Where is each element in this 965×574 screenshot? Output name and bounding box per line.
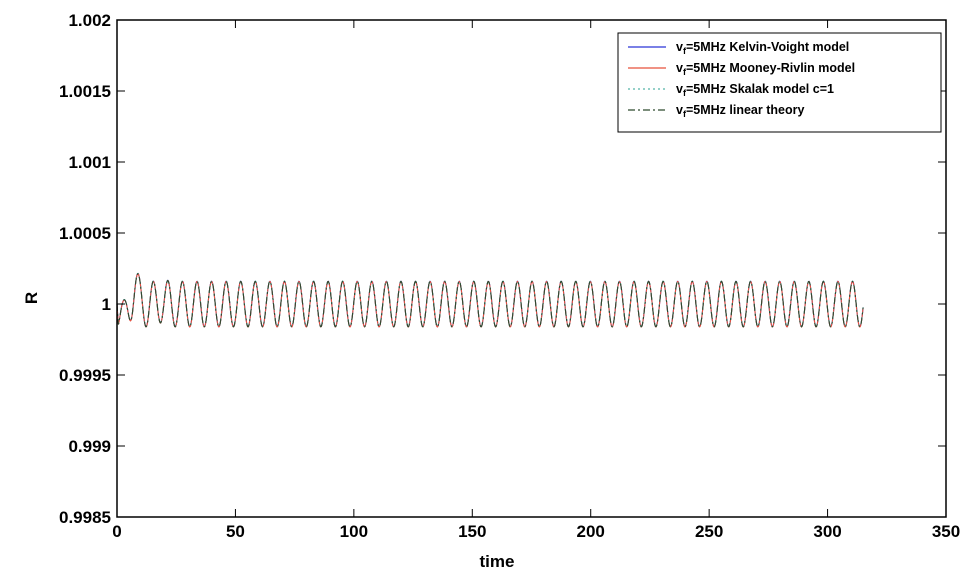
- y-tick-label: 1.0005: [59, 224, 111, 243]
- ticks-layer: 0 50 100 150 200 250 300 350 0.9985 0.999 0.9995 1 1…: [59, 11, 960, 541]
- legend-entry-subscript: f: [683, 67, 687, 77]
- legend-entry-rest: =5MHz Kelvin-Voight model: [686, 40, 849, 54]
- x-tick-label: 100: [340, 522, 368, 541]
- y-tick-label: 1.002: [68, 11, 111, 30]
- legend-entry: vf=5MHz Kelvin-Voight model: [676, 40, 849, 56]
- legend-entry-rest: =5MHz linear theory: [686, 103, 804, 117]
- legend-entry: vf=5MHz linear theory: [676, 103, 804, 119]
- y-tick-label: 1.0015: [59, 82, 111, 101]
- legend-entry-prefix: v: [676, 61, 683, 75]
- y-axis-label: R: [22, 292, 41, 304]
- x-tick-label: 50: [226, 522, 245, 541]
- legend-entry: vf=5MHz Mooney-Rivlin model: [676, 61, 855, 77]
- y-tick-label: 0.9985: [59, 508, 111, 527]
- x-tick-label: 0: [112, 522, 121, 541]
- series-layer: [116, 272, 864, 328]
- legend-entry-subscript: f: [683, 88, 687, 98]
- x-axis-label: time: [480, 552, 515, 571]
- legend-entry-prefix: v: [676, 82, 683, 96]
- x-tick-label: 300: [813, 522, 841, 541]
- x-tick-label: 200: [577, 522, 605, 541]
- legend-entry-prefix: v: [676, 103, 683, 117]
- y-tick-label: 1.001: [68, 153, 111, 172]
- series-line: [116, 272, 864, 328]
- legend-box: [617, 32, 942, 133]
- x-tick-label: 150: [458, 522, 486, 541]
- plot-frame: [116, 19, 947, 518]
- x-tick-label: 350: [932, 522, 960, 541]
- legend-entry-rest: =5MHz Mooney-Rivlin model: [686, 61, 855, 75]
- y-tick-label: 0.999: [68, 437, 111, 456]
- x-tick-label: 250: [695, 522, 723, 541]
- y-tick-label: 1: [102, 295, 111, 314]
- legend-entry: vf=5MHz Skalak model c=1: [676, 82, 834, 98]
- legend-entry-subscript: f: [683, 46, 687, 56]
- y-tick-label: 0.9995: [59, 366, 111, 385]
- legend-entry-rest: =5MHz Skalak model c=1: [686, 82, 834, 96]
- legend-entry-prefix: v: [676, 40, 683, 54]
- legend-entry-subscript: f: [683, 109, 687, 119]
